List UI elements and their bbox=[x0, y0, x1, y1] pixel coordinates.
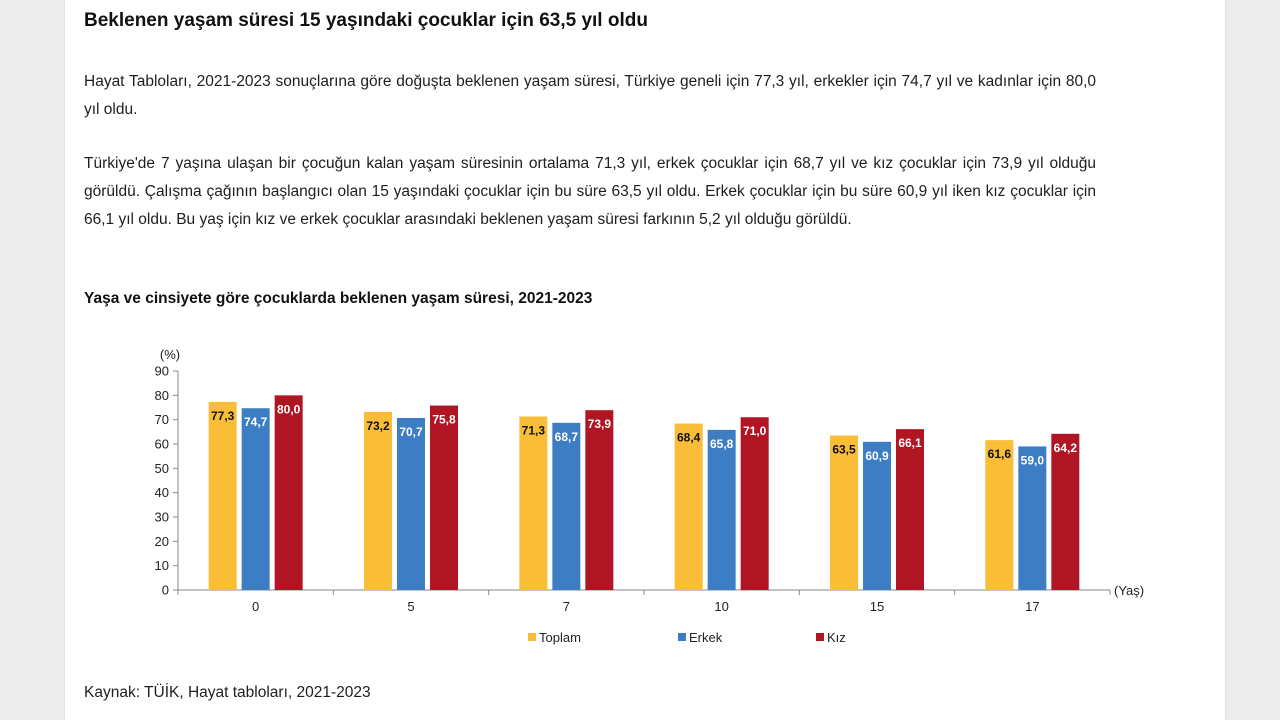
article-page bbox=[64, 0, 1226, 720]
y-tick-label: 0 bbox=[162, 583, 169, 598]
data-label: 80,0 bbox=[277, 402, 301, 416]
y-axis-label: (%) bbox=[160, 347, 180, 362]
article-headline: Beklenen yaşam süresi 15 yaşındaki çocuk… bbox=[84, 10, 648, 31]
bar-erkek-0 bbox=[241, 408, 270, 590]
bar-toplam-7 bbox=[519, 416, 548, 590]
bar-toplam-10 bbox=[674, 423, 703, 590]
data-label: 65,8 bbox=[710, 437, 734, 451]
data-label: 61,6 bbox=[988, 447, 1012, 461]
x-tick-label: 7 bbox=[563, 599, 570, 614]
bar-kız-15 bbox=[896, 429, 924, 590]
bar-kız-0 bbox=[274, 395, 303, 590]
legend-swatch-kız bbox=[816, 633, 824, 641]
x-tick-label: 15 bbox=[870, 599, 884, 614]
y-tick-label: 30 bbox=[155, 510, 169, 525]
y-tick-label: 40 bbox=[155, 485, 169, 500]
y-tick-label: 50 bbox=[155, 461, 169, 476]
data-label: 70,7 bbox=[399, 425, 423, 439]
legend-label-kız: Kız bbox=[827, 630, 846, 645]
x-axis-label: (Yaş) bbox=[1114, 583, 1144, 598]
bar-toplam-0 bbox=[208, 401, 237, 590]
x-tick-label: 0 bbox=[252, 599, 259, 614]
y-tick-label: 20 bbox=[155, 534, 169, 549]
bar-chart: 0 10 20 30 40 50 60 70 80 90 (%) (Yaş) 77,3 74,7 80,0 0… bbox=[155, 347, 1145, 645]
y-tick-label: 70 bbox=[155, 412, 169, 427]
bar-erkek-15 bbox=[863, 441, 891, 590]
data-label: 73,9 bbox=[588, 417, 612, 431]
bar-kız-17 bbox=[1051, 433, 1080, 590]
y-tick-label: 80 bbox=[155, 388, 169, 403]
legend-label-erkek: Erkek bbox=[689, 630, 723, 645]
data-label: 66,1 bbox=[898, 436, 922, 450]
bar-toplam-17 bbox=[985, 440, 1014, 590]
data-label: 64,2 bbox=[1054, 441, 1078, 455]
source-note: Kaynak: TÜİK, Hayat tabloları, 2021-2023 bbox=[84, 684, 371, 701]
x-tick-label: 5 bbox=[407, 599, 414, 614]
data-label: 77,3 bbox=[211, 409, 235, 423]
bar-erkek-7 bbox=[552, 422, 581, 590]
data-label: 71,3 bbox=[522, 424, 546, 438]
bar-kız-5 bbox=[430, 405, 458, 590]
legend-swatch-erkek bbox=[678, 633, 686, 641]
data-label: 68,7 bbox=[555, 430, 579, 444]
y-tick-label: 10 bbox=[155, 558, 169, 573]
data-label: 71,0 bbox=[743, 424, 767, 438]
data-label: 63,5 bbox=[832, 442, 856, 456]
x-tick-label: 10 bbox=[714, 599, 728, 614]
data-label: 68,4 bbox=[677, 431, 701, 445]
data-label: 74,7 bbox=[244, 415, 268, 429]
legend-label-toplam: Toplam bbox=[539, 630, 581, 645]
data-label: 75,8 bbox=[432, 413, 456, 427]
bar-kız-10 bbox=[740, 417, 769, 590]
data-label: 73,2 bbox=[366, 419, 390, 433]
bar-toplam-15 bbox=[830, 435, 858, 590]
bar-erkek-10 bbox=[707, 429, 736, 590]
article-paragraph-2: Türkiye'de 7 yaşına ulaşan bir çocuğun k… bbox=[84, 155, 1096, 228]
y-tick-label: 60 bbox=[155, 437, 169, 452]
article-paragraph-1: Hayat Tabloları, 2021-2023 sonuçlarına g… bbox=[84, 73, 1096, 118]
x-tick-label: 17 bbox=[1025, 599, 1039, 614]
data-label: 60,9 bbox=[865, 449, 889, 463]
chart-title: Yaşa ve cinsiyete göre çocuklarda beklen… bbox=[84, 290, 593, 307]
y-tick-label: 90 bbox=[155, 364, 169, 379]
bar-erkek-5 bbox=[397, 417, 425, 590]
bar-kız-7 bbox=[585, 410, 614, 590]
bar-toplam-5 bbox=[364, 411, 392, 590]
bar-erkek-17 bbox=[1018, 446, 1047, 590]
legend-swatch-toplam bbox=[528, 633, 536, 641]
data-label: 59,0 bbox=[1021, 453, 1045, 467]
